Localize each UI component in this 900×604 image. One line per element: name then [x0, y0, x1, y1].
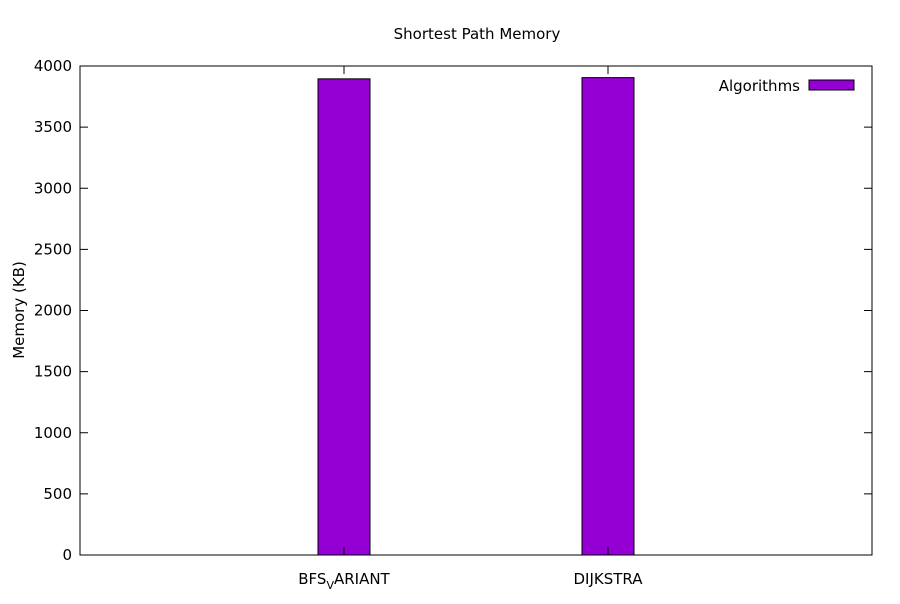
y-tick-label: 2500 — [34, 240, 72, 258]
bar-0 — [317, 78, 371, 556]
y-tick-label: 500 — [43, 485, 72, 503]
plot-frame — [79, 65, 873, 556]
y-axis-label: Memory (KB) — [10, 261, 28, 359]
y-tick-label: 1000 — [34, 424, 72, 442]
bar-1 — [581, 77, 635, 556]
y-axis-ticks: 0 500 1000 1500 2000 2500 3000 3500 4000 — [34, 57, 872, 564]
y-tick-label: 4000 — [34, 57, 72, 75]
y-tick-label: 0 — [62, 546, 72, 564]
x-tick-label-base: DIJKSTRA — [574, 570, 644, 588]
x-tick-label: BFSVARIANT — [298, 570, 390, 592]
x-tick-label-base: BFS — [298, 570, 326, 588]
legend: Algorithms — [719, 77, 855, 95]
legend-swatch — [808, 79, 855, 91]
x-tick-label: DIJKSTRA — [574, 570, 644, 588]
y-tick-label: 1500 — [34, 363, 72, 381]
x-tick-label-rest: ARIANT — [334, 570, 391, 588]
x-tick-label-subscript: V — [326, 579, 334, 592]
y-tick-label: 2000 — [34, 302, 72, 320]
bars — [317, 77, 635, 556]
y-tick-label: 3000 — [34, 179, 72, 197]
chart-title: Shortest Path Memory — [394, 25, 561, 43]
x-axis-ticks: BFSVARIANT DIJKSTRA — [298, 66, 643, 592]
legend-label: Algorithms — [719, 77, 800, 95]
y-tick-label: 3500 — [34, 118, 72, 136]
